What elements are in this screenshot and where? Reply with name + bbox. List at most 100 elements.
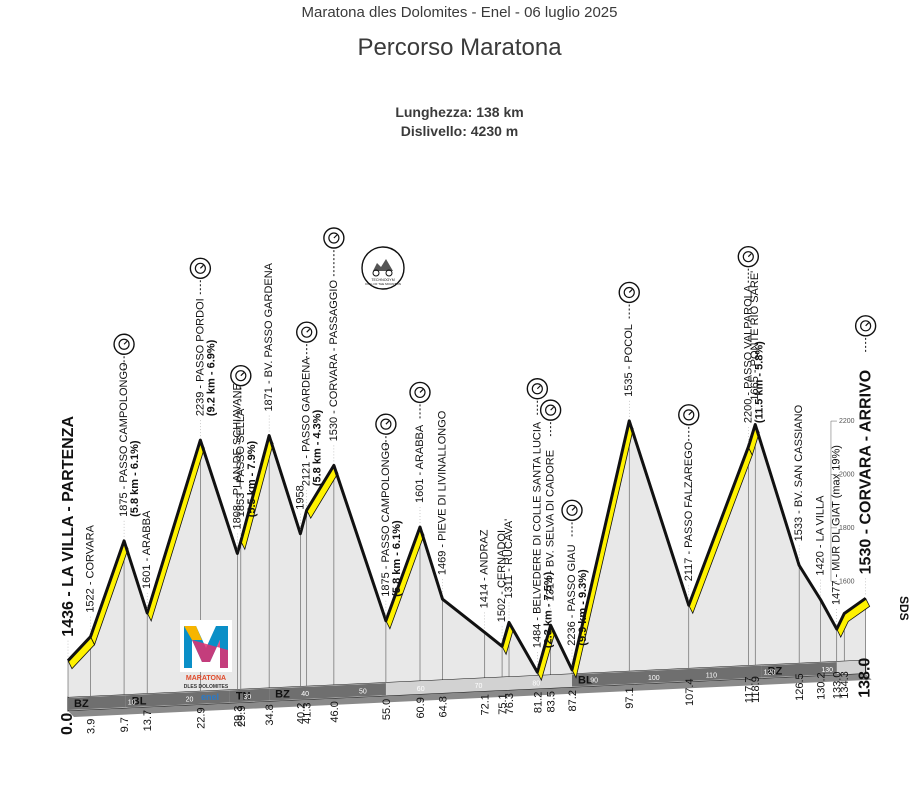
km-label: 13.7 [142, 710, 154, 731]
x-tick-label: 20 [186, 697, 194, 704]
x-tick-label: 70 [475, 683, 483, 690]
waypoint-label: 1469 - PIEVE DI LIVINALLONGO [437, 410, 449, 575]
km-label: 107.4 [684, 678, 696, 706]
chart-title: Percorso Maratona [357, 34, 562, 61]
waypoint-annotation: 1535 - POCOL [618, 281, 640, 417]
waypoint-annotation: 1484 - BELVEDERE DI COLLE SANTA LUCIA (2.… [526, 378, 554, 669]
x-tick-label: 90 [590, 678, 598, 685]
waypoint-annotation: 1808 - PLAN DE SCHIAVANEIS [231, 373, 243, 550]
waypoint-annotation: 1875 - PASSO CAMPOLONGO(5.8 km - 6.1%) [375, 413, 403, 617]
waypoint-annotation: 1601 - ARABBA [409, 381, 431, 524]
km-label: 34.8 [264, 704, 276, 725]
timing-icon-dial [118, 338, 130, 350]
timing-icon [854, 315, 877, 337]
waypoint-label: 2236 - PASSO GIAU [566, 544, 578, 645]
timing-icon-dial [235, 370, 247, 382]
km-label: 118.9 [750, 676, 762, 703]
logo-text-sub: DLES DOLOMITES [184, 684, 229, 690]
y-tick-label: 1600 [839, 578, 855, 585]
zone-label: BZ [74, 698, 89, 710]
waypoint-label: 2117 - PASSO FALZAREGO [683, 441, 695, 581]
zone-band [269, 683, 386, 701]
logo-text-main: MARATONA [186, 675, 226, 682]
x-tick-label: 40 [301, 691, 309, 698]
zone-band [68, 695, 126, 710]
timing-icon-dial [531, 383, 543, 395]
waypoint-annotation: 1875 - PASSO CAMPOLONGO(5.8 km - 6.1%) [113, 333, 141, 537]
km-label: 72.1 [480, 694, 492, 715]
waypoint-label: 1871 - BV. PASSO GARDENA [263, 262, 275, 411]
km-label: 126.5 [794, 673, 806, 701]
km-label: 130.2 [816, 672, 828, 700]
event-subtitle: Maratona dles Dolomites - Enel - 06 lugl… [301, 4, 618, 21]
waypoint-annotation: 1420 - LA VILLA [815, 495, 827, 596]
waypoint-annotation: 1530 - CORVARA - ARRIVO [854, 315, 877, 595]
waypoint-label: 1530 - CORVARA - PASSAGGIO [328, 280, 340, 442]
km-label: 9.7 [119, 717, 131, 732]
waypoint-annotation: 2236 - PASSO GIAU (9.9 km - 9.3%) [561, 499, 589, 666]
timing-icon [375, 413, 397, 435]
km-label: 138.0 [857, 658, 874, 698]
zone-label: BL [132, 695, 147, 707]
waypoint-annotation: 1522 - CORVARA [85, 524, 97, 633]
timing-icon-hand [333, 234, 338, 239]
km-label-layer: 0.0 3.9 9.7 13.7 22.9 29.329.9 34.8 40.241.3 46.… [59, 658, 874, 735]
climb-stats-label: (5.8 km - 6.1%) [391, 520, 403, 597]
waypoint-label: 1601 - ARABBA [414, 424, 426, 503]
timing-icon-dial [414, 386, 426, 399]
km-label: 40.2 [295, 703, 307, 724]
km-label: 60.9 [415, 697, 427, 718]
km-label: 29.3 [232, 706, 244, 727]
km-label: 3.9 [86, 719, 98, 734]
waypoint-annotation: 1314 - BV. SELVA DI CADORE [539, 399, 562, 622]
waypoint-annotation: 1533 - BV. SAN CASSIANO [793, 404, 805, 562]
km-label: 76.3 [504, 693, 516, 714]
waypoint-label: 1875 - PASSO CAMPOLONGO [380, 442, 392, 597]
waypoint-annotation: 1502 - CERNADOI [496, 530, 508, 643]
waypoint-label: 1665 - PONTE RIO SARE' [749, 271, 761, 401]
km-label: 64.8 [438, 696, 450, 717]
timing-icon-dial [380, 418, 392, 430]
waypoint-label: 1533 - BV. SAN CASSIANO [793, 404, 805, 541]
km-label: 83.5 [546, 691, 558, 712]
timing-icon [526, 378, 549, 400]
x-tick-label: 60 [417, 686, 425, 693]
waypoint-label: 2121 - PASSO GARDENA [301, 357, 313, 486]
profile-line [66, 419, 867, 674]
waypoint-annotation: 1414 - ANDRAZ [479, 529, 491, 629]
climb-stats-label: (9.9 km - 9.3%) [577, 569, 589, 646]
badge-text-2: KING OF THE MOUNTAIN [365, 282, 401, 286]
y-tick-label: 2200 [839, 418, 855, 425]
timing-icon [230, 364, 252, 387]
climb-stats-label: (5.5 km - 7.9%) [246, 441, 258, 518]
profile-area [68, 420, 866, 697]
timing-icon [678, 404, 700, 426]
timing-icon-dial [194, 262, 206, 274]
y-tick-label: 1800 [839, 525, 855, 532]
timing-icon-hand [865, 322, 870, 327]
x-tick-label: 130 [821, 667, 833, 674]
waypoint-label: 1958 [294, 485, 306, 509]
timing-icon-hand [688, 411, 693, 416]
climb-stats-label: (11.5 km - 5.8%) [753, 341, 765, 423]
timing-icon-hand [306, 328, 311, 333]
timing-icon-hand [240, 372, 245, 377]
timing-icon [737, 245, 760, 268]
waypoint-annotation: 1530 - CORVARA - PASSAGGIO [323, 227, 345, 462]
timing-icon-dial [623, 286, 635, 299]
waypoint-annotation: 1665 - PONTE RIO SARE' [749, 271, 761, 421]
waypoint-annotation: 1311 - RUCAVA' [503, 519, 515, 619]
waypoint-label: 1502 - CERNADOI [496, 530, 508, 622]
race-logo: MARATONA DLES DOLOMITES enel [180, 620, 232, 702]
climb-stats-label: (5.8 km - 4.3%) [312, 409, 324, 486]
badge-text-1: TECHNOGYM [371, 278, 394, 282]
zone-label: BZ [768, 666, 783, 678]
timing-icon-dial [860, 320, 872, 332]
timing-icon-dial [301, 326, 313, 338]
endpoint-label: 1530 - CORVARA - ARRIVO [858, 370, 875, 574]
zone-label: BZ [275, 689, 290, 701]
km-label: 117.7 [743, 677, 755, 704]
timing-icon-dial [328, 232, 340, 244]
